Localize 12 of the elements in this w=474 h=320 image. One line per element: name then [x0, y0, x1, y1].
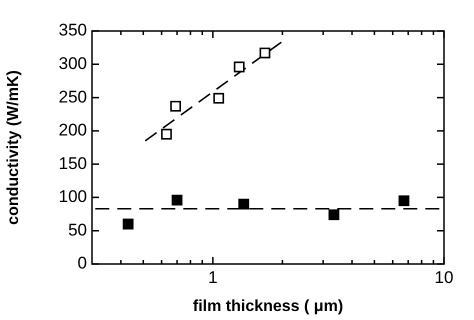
y-tick-label: 0 — [78, 254, 87, 273]
y-tick-label: 300 — [58, 54, 87, 73]
y-axis-title: conductivity (W/mK) — [5, 70, 22, 225]
x-axis-title: film thickness ( μm) — [192, 298, 344, 315]
y-tick-label: 200 — [58, 120, 87, 140]
y-tick-label: 150 — [58, 154, 87, 173]
y-tick-label: 250 — [58, 87, 87, 106]
x-tick-label: 1 — [208, 268, 218, 287]
y-tick-label: 50 — [68, 220, 87, 240]
y-tick-label: 100 — [58, 187, 87, 206]
y-tick-label: 350 — [58, 20, 87, 40]
x-tick-label: 10 — [434, 268, 454, 287]
